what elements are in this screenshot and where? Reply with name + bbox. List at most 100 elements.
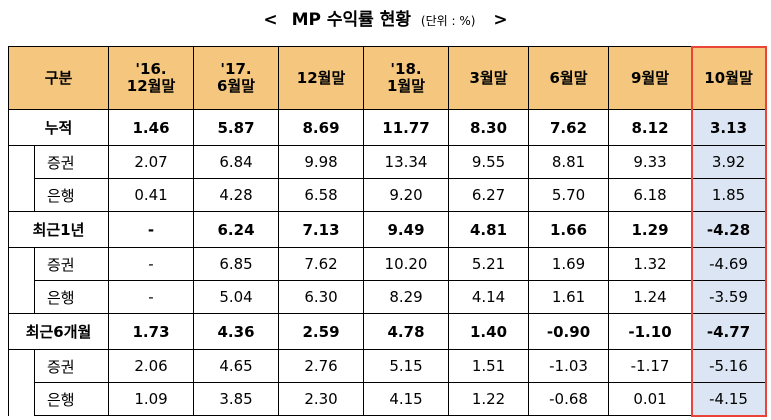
table-cell: 4.14 <box>448 280 530 314</box>
table-cell: 4.15 <box>363 382 450 416</box>
table-cell: 11.77 <box>363 109 450 146</box>
table-cell: -0.68 <box>528 382 610 416</box>
sub-row-label: 은행 <box>33 178 110 212</box>
sub-row-label: 은행 <box>33 382 110 416</box>
page-title: < MP 수익률 현황 (단위 : %) > <box>0 6 771 35</box>
table-cell: 8.30 <box>448 109 530 146</box>
table-cell: - <box>108 211 195 248</box>
row-label: 최근6개월 <box>7 313 110 350</box>
table-cell: -0.90 <box>528 313 610 350</box>
table-cell: 7.62 <box>528 109 610 146</box>
table-cell-highlighted: 3.92 <box>691 145 767 179</box>
table-cell: 5.87 <box>193 109 280 146</box>
table-cell: 1.29 <box>608 211 693 248</box>
table-cell: 1.69 <box>528 247 610 281</box>
table-row-sub: 은행 0.41 4.28 6.58 9.20 6.27 5.70 6.18 1.85 <box>8 178 767 212</box>
header-row: 구분 '16. 12월말 '17. 6월말 12월말 '18. 1월말 3월말 6월말… <box>7 46 767 110</box>
table-cell: 6.30 <box>278 280 365 314</box>
table-cell: 5.15 <box>363 349 450 383</box>
table-cell: 1.46 <box>108 109 195 146</box>
table-cell: 8.81 <box>528 145 610 179</box>
table-cell: - <box>108 247 195 281</box>
table-cell-highlighted: -4.77 <box>691 313 767 350</box>
table-cell: 10.20 <box>363 247 450 281</box>
title-text: MP 수익률 현황 <box>291 10 411 30</box>
title-close-bracket: > <box>493 10 508 30</box>
table-cell: 9.33 <box>608 145 693 179</box>
table-cell-highlighted: 3.13 <box>691 109 767 146</box>
table-cell-highlighted: -4.69 <box>691 247 767 281</box>
table-cell-highlighted: 1.85 <box>691 178 767 212</box>
table-cell: 1.61 <box>528 280 610 314</box>
table-cell: 1.51 <box>448 349 530 383</box>
table-cell: 1.32 <box>608 247 693 281</box>
table-cell-highlighted: -3.59 <box>691 280 767 314</box>
table-cell: 5.21 <box>448 247 530 281</box>
table-cell: -1.03 <box>528 349 610 383</box>
table-cell: 9.20 <box>363 178 450 212</box>
table-cell: 1.66 <box>528 211 610 248</box>
table-cell: 6.18 <box>608 178 693 212</box>
table-row-sub: 증권 -6.85 7.62 10.20 5.21 1.69 1.32 -4.69 <box>8 247 767 281</box>
table-cell: 7.13 <box>278 211 365 248</box>
table-cell: 3.85 <box>193 382 280 416</box>
table-cell: 1.73 <box>108 313 195 350</box>
table-cell: 8.29 <box>363 280 450 314</box>
table-cell: 13.34 <box>363 145 450 179</box>
table-cell: 2.30 <box>278 382 365 416</box>
row-label: 누적 <box>7 109 110 146</box>
sub-row-label: 증권 <box>33 145 110 179</box>
table-cell: 0.41 <box>108 178 195 212</box>
sub-row-label: 증권 <box>33 247 110 281</box>
sub-row-label: 은행 <box>33 280 110 314</box>
table-cell: 4.36 <box>193 313 280 350</box>
indent-cell <box>8 145 35 179</box>
header-cell: 12월말 <box>278 46 365 110</box>
table-row-sub: 증권 2.07 6.84 9.98 13.34 9.55 8.81 9.33 3.92 <box>8 145 767 179</box>
table-cell: 6.84 <box>193 145 280 179</box>
table-cell: 5.70 <box>528 178 610 212</box>
table-row-group: 최근1년 -6.24 7.13 9.49 4.81 1.66 1.29 -4.28 <box>7 211 767 248</box>
indent-cell <box>8 382 35 416</box>
table-cell: 8.69 <box>278 109 365 146</box>
header-cell: 6월말 <box>528 46 610 110</box>
table-cell: 2.76 <box>278 349 365 383</box>
title-open-bracket: < <box>263 10 278 30</box>
table-cell: 1.24 <box>608 280 693 314</box>
indent-cell <box>8 280 35 314</box>
table-cell: 2.59 <box>278 313 365 350</box>
table-cell: - <box>108 280 195 314</box>
title-unit: (단위 : %) <box>420 14 476 28</box>
table-row-sub: 은행 1.09 3.85 2.30 4.15 1.22 -0.68 0.01 -4.15 <box>8 382 767 416</box>
table-cell: -1.17 <box>608 349 693 383</box>
table-cell: 7.62 <box>278 247 365 281</box>
table-cell: 6.85 <box>193 247 280 281</box>
table-cell: -1.10 <box>608 313 693 350</box>
header-cell: 9월말 <box>608 46 693 110</box>
table-body: 누적 1.46 5.87 8.69 11.77 8.30 7.62 8.12 3.13 증권 2.0… <box>7 109 767 416</box>
table-cell: 6.58 <box>278 178 365 212</box>
header-cell-highlighted: 10월말 <box>691 46 767 110</box>
row-label: 최근1년 <box>7 211 110 248</box>
table-cell: 6.24 <box>193 211 280 248</box>
table-cell-highlighted: -4.28 <box>691 211 767 248</box>
header-cell: 3월말 <box>448 46 530 110</box>
table-cell: 9.98 <box>278 145 365 179</box>
indent-cell <box>8 247 35 281</box>
table-cell: 2.07 <box>108 145 195 179</box>
header-cell: '18. 1월말 <box>363 46 450 110</box>
header-cell: '17. 6월말 <box>193 46 280 110</box>
table-cell: 9.55 <box>448 145 530 179</box>
table-cell-highlighted: -5.16 <box>691 349 767 383</box>
table-cell: 4.81 <box>448 211 530 248</box>
table-cell: 4.65 <box>193 349 280 383</box>
sub-row-label: 증권 <box>33 349 110 383</box>
table-cell-highlighted: -4.15 <box>691 382 767 416</box>
table-cell: 4.28 <box>193 178 280 212</box>
table-cell: 4.78 <box>363 313 450 350</box>
table-cell: 1.22 <box>448 382 530 416</box>
table-cell: 8.12 <box>608 109 693 146</box>
table-cell: 9.49 <box>363 211 450 248</box>
indent-cell <box>8 349 35 383</box>
table-cell: 1.09 <box>108 382 195 416</box>
